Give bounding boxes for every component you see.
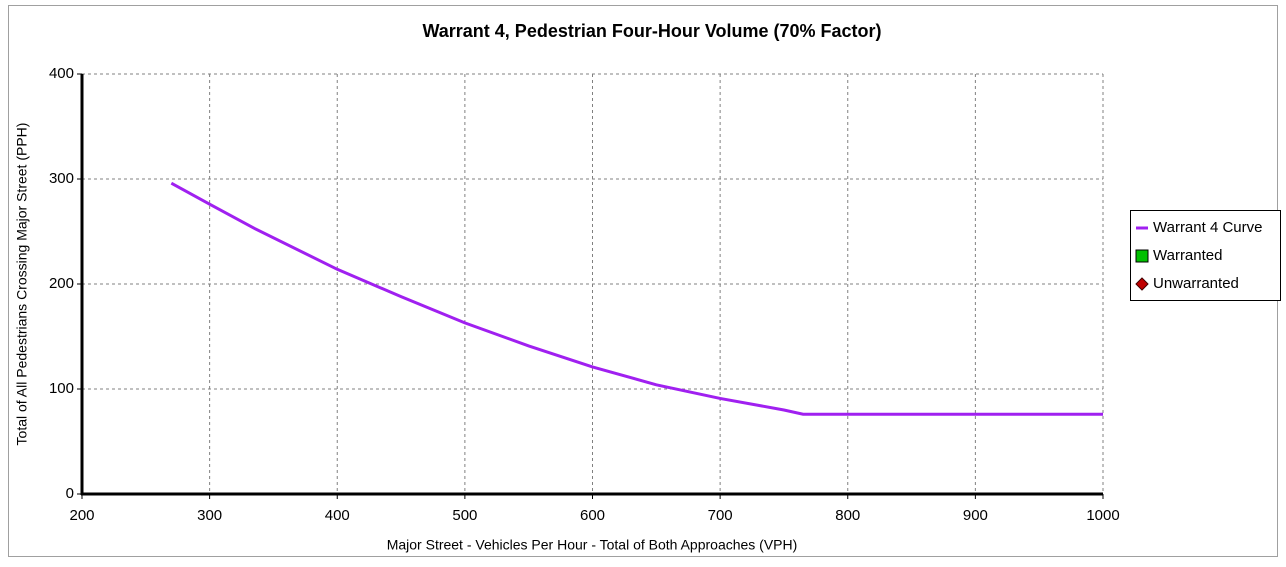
legend-label: Warrant 4 Curve — [1153, 219, 1262, 236]
x-tick-label: 600 — [580, 507, 605, 524]
y-tick-label: 400 — [49, 65, 74, 82]
legend-box — [1130, 210, 1281, 301]
y-axis-label: Total of All Pedestrians Crossing Major … — [14, 123, 30, 446]
x-tick-label: 800 — [835, 507, 860, 524]
chart-title: Warrant 4, Pedestrian Four-Hour Volume (… — [422, 21, 881, 41]
x-tick-label: 300 — [197, 507, 222, 524]
x-tick-label: 1000 — [1086, 507, 1119, 524]
x-tick-label: 700 — [708, 507, 733, 524]
legend-label: Unwarranted — [1153, 275, 1239, 292]
legend-marker — [1135, 249, 1149, 263]
x-tick-label: 900 — [963, 507, 988, 524]
x-tick-label: 400 — [325, 507, 350, 524]
x-axis-label: Major Street - Vehicles Per Hour - Total… — [387, 537, 798, 553]
data-line — [170, 181, 1103, 416]
y-tick-label: 100 — [49, 380, 74, 397]
legend-marker — [1135, 277, 1149, 291]
y-tick-label: 300 — [49, 170, 74, 187]
y-tick-label: 200 — [49, 275, 74, 292]
chart-frame — [8, 5, 1278, 557]
x-tick-label: 200 — [69, 507, 94, 524]
y-tick-label: 0 — [66, 485, 74, 502]
x-tick-label: 500 — [452, 507, 477, 524]
legend-label: Warranted — [1153, 247, 1222, 264]
